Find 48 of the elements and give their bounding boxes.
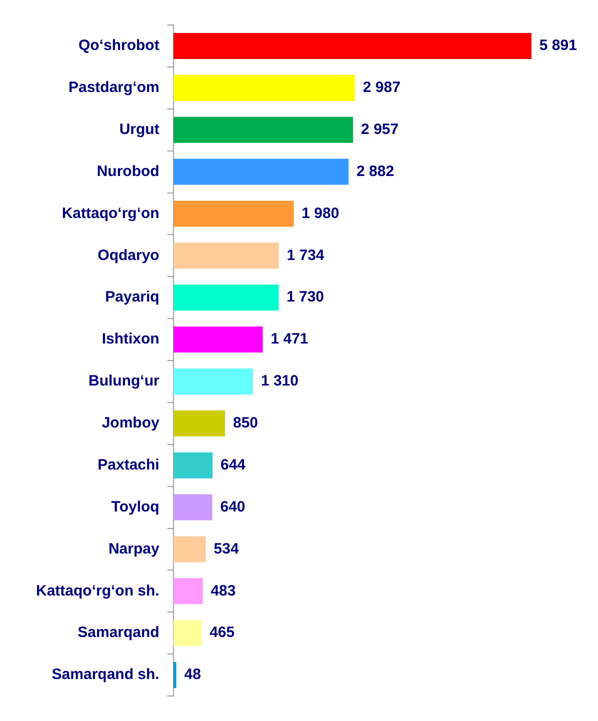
y-tick-label: Oqdaryo xyxy=(98,246,160,264)
bar xyxy=(173,284,278,311)
data-label: 2 987 xyxy=(362,79,400,96)
y-tick-label: Samarqand sh. xyxy=(52,666,160,684)
data-label: 465 xyxy=(210,624,235,642)
y-tick-label: Kattaqo‘rg‘on xyxy=(62,204,160,222)
y-tick-label: Narpay xyxy=(108,540,160,558)
y-tick-label: Toyloq xyxy=(111,498,160,516)
bar xyxy=(173,326,263,353)
data-label: 2 882 xyxy=(356,162,394,180)
data-label: 1 734 xyxy=(286,246,325,264)
bar xyxy=(173,578,203,604)
bar xyxy=(173,116,354,143)
y-tick-label: Nurobod xyxy=(96,162,160,180)
bar xyxy=(173,74,355,101)
data-label: 1 310 xyxy=(260,372,298,390)
bar xyxy=(173,494,212,520)
data-label: 850 xyxy=(232,414,258,432)
y-tick-label: Ishtixon xyxy=(102,330,160,348)
data-label: 2 957 xyxy=(361,120,399,138)
y-tick-label: Qo‘shrobot xyxy=(78,37,160,54)
y-tick-label: Pastdarg‘om xyxy=(68,79,160,96)
bar xyxy=(173,158,348,185)
bar xyxy=(173,536,206,562)
bar xyxy=(173,200,294,227)
y-tick-label: Jomboy xyxy=(102,414,160,432)
data-label: 640 xyxy=(220,498,246,516)
y-tick-label: Urgut xyxy=(119,120,160,138)
bar xyxy=(173,410,225,436)
y-tick-label: Paxtachi xyxy=(98,456,160,474)
bar xyxy=(173,242,279,269)
bar xyxy=(173,32,532,59)
data-label: 644 xyxy=(220,456,246,474)
y-tick-label: Bulung‘ur xyxy=(88,372,160,390)
data-label: 5 891 xyxy=(539,37,577,54)
data-label: 1 980 xyxy=(302,204,340,222)
data-label: 1 471 xyxy=(270,330,308,348)
bar xyxy=(173,662,176,688)
bar xyxy=(173,368,253,394)
data-label: 483 xyxy=(210,582,236,600)
y-tick-label: Kattaqo‘rg‘on sh. xyxy=(36,582,160,600)
bar xyxy=(173,620,202,646)
bar xyxy=(173,452,212,478)
data-label: 1 730 xyxy=(286,288,324,306)
data-label: 534 xyxy=(214,540,240,558)
y-tick-label: Payariq xyxy=(105,288,160,306)
y-tick-label: Samarqand xyxy=(78,624,160,642)
data-label: 48 xyxy=(184,666,201,684)
